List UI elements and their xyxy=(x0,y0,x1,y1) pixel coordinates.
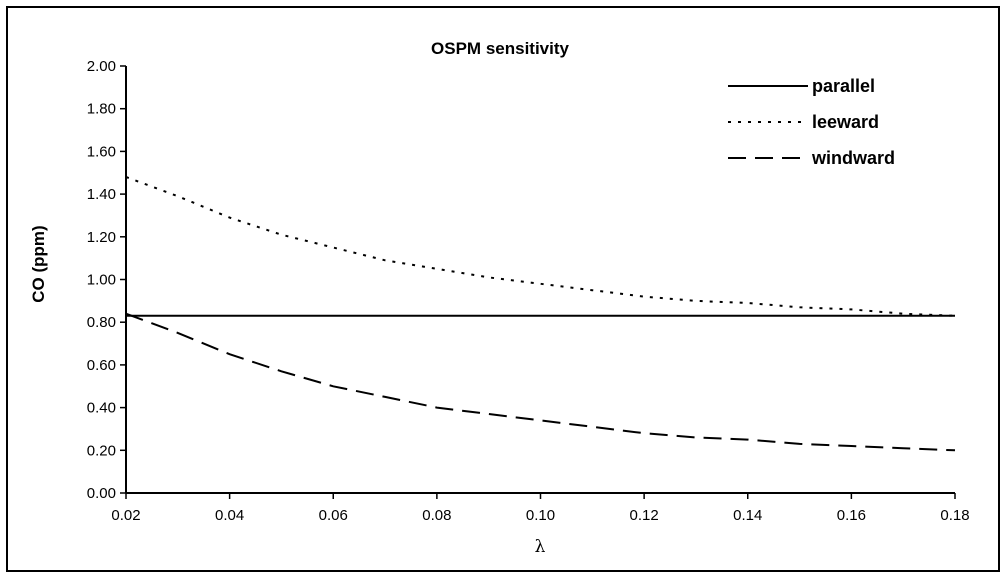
x-tick-label: 0.18 xyxy=(940,507,969,524)
series-line-leeward xyxy=(125,176,956,317)
y-tick-label: 0.20 xyxy=(87,442,116,459)
series-line-windward xyxy=(125,312,956,452)
x-axis-label: λ xyxy=(535,537,546,557)
legend-label-parallel: parallel xyxy=(812,76,875,96)
y-tick-label: 0.80 xyxy=(87,314,116,331)
y-axis: 0.00 0.20 0.40 0.60 0.80 1.00 1.20 1.40 1.60 1.80… xyxy=(87,58,127,502)
y-tick-label: 1.60 xyxy=(87,143,116,160)
y-tick-label: 0.60 xyxy=(87,357,116,374)
series-group xyxy=(125,176,956,452)
y-tick-label: 2.00 xyxy=(87,58,116,75)
y-tick-label: 1.00 xyxy=(87,272,116,289)
y-tick-label: 1.40 xyxy=(87,186,116,203)
y-tick-label: 0.00 xyxy=(87,485,116,502)
y-tick-label: 1.80 xyxy=(87,101,116,118)
y-tick-label: 1.20 xyxy=(87,229,116,246)
legend: parallel leeward windward xyxy=(728,76,895,168)
legend-label-leeward: leeward xyxy=(812,112,879,132)
y-tick-label: 0.40 xyxy=(87,400,116,417)
chart-frame xyxy=(6,6,1000,572)
x-tick-label: 0.02 xyxy=(111,507,140,524)
legend-label-windward: windward xyxy=(811,148,895,168)
x-tick-label: 0.14 xyxy=(733,507,762,524)
x-tick-label: 0.16 xyxy=(837,507,866,524)
y-axis-label: CO (ppm) xyxy=(29,225,48,302)
x-tick-label: 0.08 xyxy=(422,507,451,524)
x-tick-label: 0.04 xyxy=(215,507,244,524)
chart-title: OSPM sensitivity xyxy=(431,39,569,58)
x-axis: 0.02 0.04 0.06 0.08 0.10 0.12 0.14 0.16 0.18 xyxy=(111,492,970,524)
x-tick-label: 0.06 xyxy=(319,507,348,524)
x-tick-label: 0.10 xyxy=(526,507,555,524)
x-tick-label: 0.12 xyxy=(630,507,659,524)
